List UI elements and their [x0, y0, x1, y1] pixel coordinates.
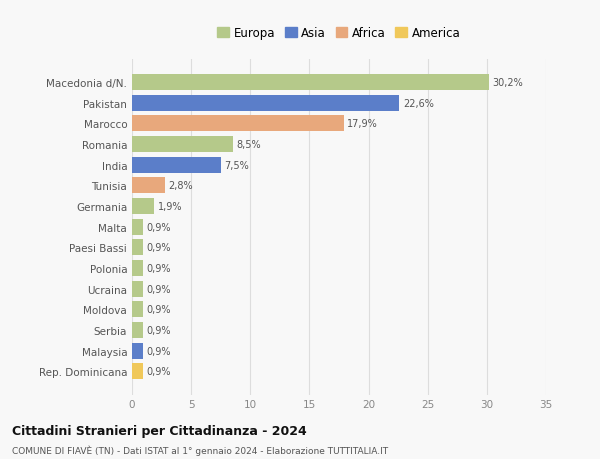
Bar — [132, 281, 143, 297]
Text: 22,6%: 22,6% — [403, 99, 434, 108]
Bar — [132, 116, 344, 132]
Bar — [132, 343, 143, 359]
Text: 17,9%: 17,9% — [347, 119, 378, 129]
Bar — [132, 75, 489, 91]
Text: 30,2%: 30,2% — [493, 78, 524, 88]
Bar — [132, 322, 143, 338]
Text: 1,9%: 1,9% — [158, 202, 182, 212]
Text: 0,9%: 0,9% — [146, 346, 170, 356]
Bar — [132, 157, 221, 174]
Bar — [132, 240, 143, 256]
Text: 0,9%: 0,9% — [146, 222, 170, 232]
Text: 0,9%: 0,9% — [146, 263, 170, 274]
Text: 7,5%: 7,5% — [224, 160, 249, 170]
Bar — [132, 219, 143, 235]
Text: 0,9%: 0,9% — [146, 325, 170, 335]
Text: 8,5%: 8,5% — [236, 140, 261, 150]
Text: 0,9%: 0,9% — [146, 366, 170, 376]
Legend: Europa, Asia, Africa, America: Europa, Asia, Africa, America — [212, 22, 466, 45]
Text: COMUNE DI FIAVÈ (TN) - Dati ISTAT al 1° gennaio 2024 - Elaborazione TUTTITALIA.I: COMUNE DI FIAVÈ (TN) - Dati ISTAT al 1° … — [12, 445, 388, 455]
Text: 0,9%: 0,9% — [146, 243, 170, 253]
Bar — [132, 137, 233, 153]
Bar — [132, 302, 143, 318]
Bar — [132, 199, 154, 215]
Text: 2,8%: 2,8% — [169, 181, 193, 191]
Bar — [132, 178, 165, 194]
Text: Cittadini Stranieri per Cittadinanza - 2024: Cittadini Stranieri per Cittadinanza - 2… — [12, 424, 307, 437]
Bar — [132, 364, 143, 380]
Text: 0,9%: 0,9% — [146, 305, 170, 314]
Text: 0,9%: 0,9% — [146, 284, 170, 294]
Bar — [132, 95, 400, 112]
Bar — [132, 260, 143, 276]
